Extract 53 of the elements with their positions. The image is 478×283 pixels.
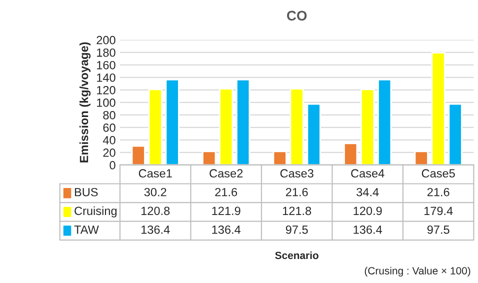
x-tick-label: Case4 — [351, 169, 384, 178]
bar — [202, 150, 216, 165]
legend-label: Cruising — [74, 206, 117, 218]
y-tick-label: 0 — [110, 161, 116, 170]
data-label: 120.9 — [354, 206, 382, 216]
data-label: 136.4 — [212, 225, 241, 234]
bar — [148, 88, 162, 165]
y-tick-label: 140 — [97, 73, 116, 82]
bar — [290, 88, 304, 165]
data-label: 34.4 — [356, 188, 379, 196]
data-label: 21.6 — [286, 188, 308, 196]
bar — [272, 150, 287, 165]
y-tick-label: 120 — [97, 86, 116, 94]
y-tick-label: 160 — [97, 60, 116, 70]
bar — [131, 145, 146, 165]
bar — [236, 78, 250, 165]
bar — [378, 78, 392, 165]
y-tick-label: 200 — [96, 36, 116, 44]
bar — [414, 150, 428, 165]
x-tick-label: Case5 — [422, 169, 455, 178]
legend-label: TAW — [74, 226, 99, 234]
data-label: 97.5 — [427, 225, 450, 234]
x-tick-label: Case1 — [138, 169, 172, 178]
bar — [431, 52, 446, 165]
y-tick-label: 180 — [97, 48, 116, 57]
legend-label: BUS — [74, 188, 98, 196]
bar — [165, 78, 180, 165]
data-label: 120.8 — [141, 206, 170, 216]
y-tick-label: 20 — [103, 148, 116, 157]
y-tick-label: 80 — [103, 110, 116, 120]
y-tick-label: 60 — [103, 123, 116, 132]
bar — [448, 103, 462, 165]
bar — [344, 142, 358, 165]
data-label: 121.8 — [282, 206, 312, 216]
bar — [306, 103, 321, 165]
data-label: 136.4 — [141, 225, 170, 234]
y-tick-label: 40 — [102, 136, 116, 144]
data-label: 30.2 — [144, 188, 166, 196]
data-label: 136.4 — [354, 225, 382, 234]
data-label: 179.4 — [424, 206, 453, 216]
data-label: 21.6 — [427, 188, 450, 196]
y-axis-title: Emission (kg/voyage) — [80, 42, 91, 162]
x-tick-label: Case3 — [280, 169, 314, 178]
bar — [360, 88, 375, 165]
chart-title: CO — [286, 10, 307, 21]
data-label: 21.6 — [215, 188, 238, 196]
data-label: 121.9 — [212, 206, 240, 216]
text: (Crusing : Value × 100) — [364, 266, 470, 277]
text: Scenario — [275, 251, 318, 260]
x-tick-label: Case2 — [210, 169, 243, 178]
bar — [219, 88, 234, 165]
y-tick-label: 100 — [97, 98, 116, 107]
data-label: 97.5 — [286, 225, 308, 234]
